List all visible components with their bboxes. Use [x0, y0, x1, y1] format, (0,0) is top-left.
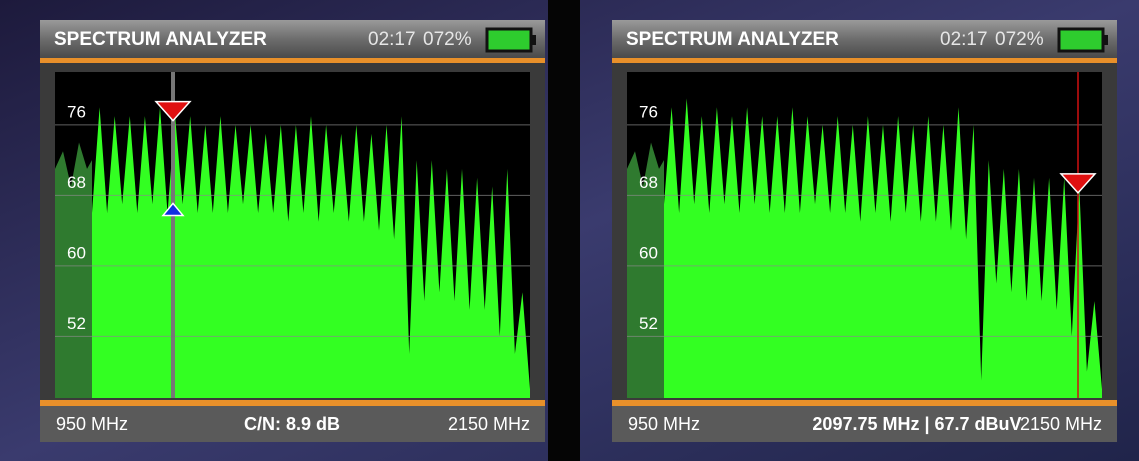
measurement: C/N: 8.9 dB: [244, 414, 340, 434]
y-tick-label: 60: [67, 243, 86, 262]
y-tick-label: 68: [639, 173, 658, 192]
y-tick-label: 52: [67, 314, 86, 333]
start-frequency: 950 MHz: [56, 414, 128, 434]
screenshot: SPECTRUM ANALYZER 02:17 072% 52 60 68 76 950 MH…: [0, 0, 1139, 461]
divider: [548, 0, 580, 461]
battery-tip: [531, 35, 536, 45]
stop-frequency: 2150 MHz: [448, 414, 530, 434]
screen-title: SPECTRUM ANALYZER: [626, 29, 839, 50]
y-tick-label: 76: [67, 102, 86, 121]
battery-level: 072%: [995, 29, 1044, 50]
measurement: 2097.75 MHz | 67.7 dBuV: [812, 414, 1021, 434]
y-tick-label: 68: [67, 173, 86, 192]
header-rule: [40, 58, 545, 63]
y-tick-label: 76: [639, 102, 658, 121]
footer-rule: [40, 400, 545, 406]
stop-frequency: 2150 MHz: [1020, 414, 1102, 434]
clock: 02:17: [940, 29, 988, 50]
header-rule: [612, 58, 1117, 63]
battery-icon: [487, 29, 531, 51]
clock: 02:17: [368, 29, 416, 50]
y-tick-label: 52: [639, 314, 658, 333]
battery-level: 072%: [423, 29, 472, 50]
y-tick-label: 60: [639, 243, 658, 262]
battery-tip: [1103, 35, 1108, 45]
start-frequency: 950 MHz: [628, 414, 700, 434]
battery-icon: [1059, 29, 1103, 51]
screen-title: SPECTRUM ANALYZER: [54, 29, 267, 50]
footer-rule: [612, 400, 1117, 406]
